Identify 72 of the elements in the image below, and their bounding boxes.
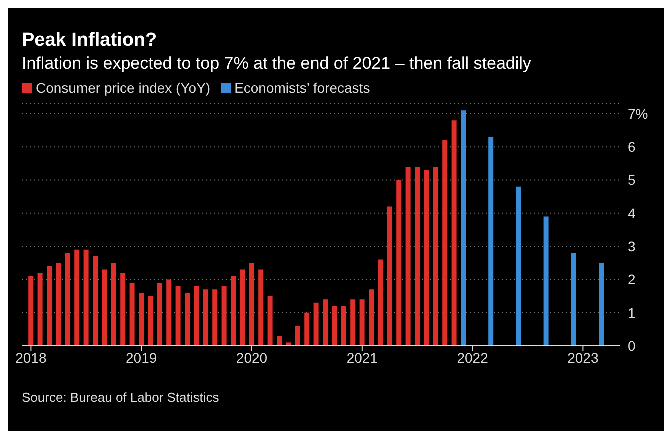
bar — [461, 110, 466, 346]
bar — [452, 120, 457, 346]
x-tick-label: 2022 — [457, 350, 489, 366]
bar — [378, 260, 384, 346]
y-tick-label: 2 — [628, 272, 636, 288]
bar — [268, 296, 273, 346]
bar — [258, 270, 264, 346]
bar — [277, 336, 282, 346]
y-tick-label: 3 — [628, 238, 636, 255]
x-tick-label: 2018 — [16, 350, 47, 366]
bar — [488, 137, 494, 346]
bar — [396, 180, 402, 346]
bar — [194, 286, 200, 346]
bar — [442, 140, 448, 346]
bar — [286, 342, 292, 346]
bar — [415, 166, 420, 346]
bar — [571, 253, 576, 346]
bar — [424, 170, 430, 346]
legend-label: Consumer price index (YoY) — [35, 80, 211, 96]
bar — [176, 286, 181, 346]
y-tick-label: 1 — [628, 304, 636, 321]
bar — [111, 263, 116, 346]
chart-subtitle: Inflation is expected to top 7% at the end of 2021 – then fall steadily — [22, 54, 532, 74]
bar — [120, 273, 126, 346]
bar — [47, 266, 52, 346]
bar — [56, 263, 62, 346]
x-tick-label: 2020 — [236, 350, 268, 366]
bar — [544, 216, 549, 346]
bar — [599, 263, 604, 346]
bar — [185, 292, 190, 346]
bar — [84, 250, 89, 346]
bar — [102, 270, 108, 346]
bar — [74, 250, 80, 346]
bar — [148, 296, 154, 346]
bar — [433, 166, 438, 346]
source-note: Source: Bureau of Labor Statistics — [22, 390, 220, 405]
x-tick-label: 2019 — [126, 350, 158, 366]
bar — [295, 326, 300, 346]
y-tick-label: 6 — [628, 139, 636, 156]
y-tick-label: 7% — [628, 106, 648, 122]
bar — [130, 283, 135, 346]
bar — [516, 186, 522, 346]
bar — [166, 280, 172, 346]
bar — [65, 253, 70, 346]
bar — [387, 206, 392, 346]
bar — [212, 290, 218, 346]
bar — [28, 276, 34, 346]
bar — [304, 312, 310, 346]
bar — [249, 263, 254, 346]
y-tick-label: 0 — [628, 338, 636, 354]
bar — [323, 300, 328, 346]
bar — [157, 283, 162, 346]
legend-label: Economists’ forecasts — [234, 80, 370, 96]
bar — [231, 276, 236, 346]
bar — [369, 290, 374, 346]
bar — [240, 270, 246, 346]
bar — [350, 300, 356, 346]
bar — [93, 256, 98, 346]
bar — [139, 292, 144, 346]
bar — [314, 302, 319, 346]
bar — [38, 273, 43, 346]
y-tick-label: 5 — [628, 172, 636, 188]
bar — [332, 306, 338, 346]
bar — [222, 286, 227, 346]
y-tick-label: 4 — [628, 205, 636, 222]
x-tick-label: 2023 — [568, 350, 599, 366]
bar — [341, 306, 346, 346]
bar — [203, 290, 208, 346]
chart-title: Peak Inflation? — [22, 30, 158, 52]
bar — [360, 300, 365, 346]
x-tick-label: 2021 — [346, 350, 378, 366]
bar — [406, 166, 411, 346]
